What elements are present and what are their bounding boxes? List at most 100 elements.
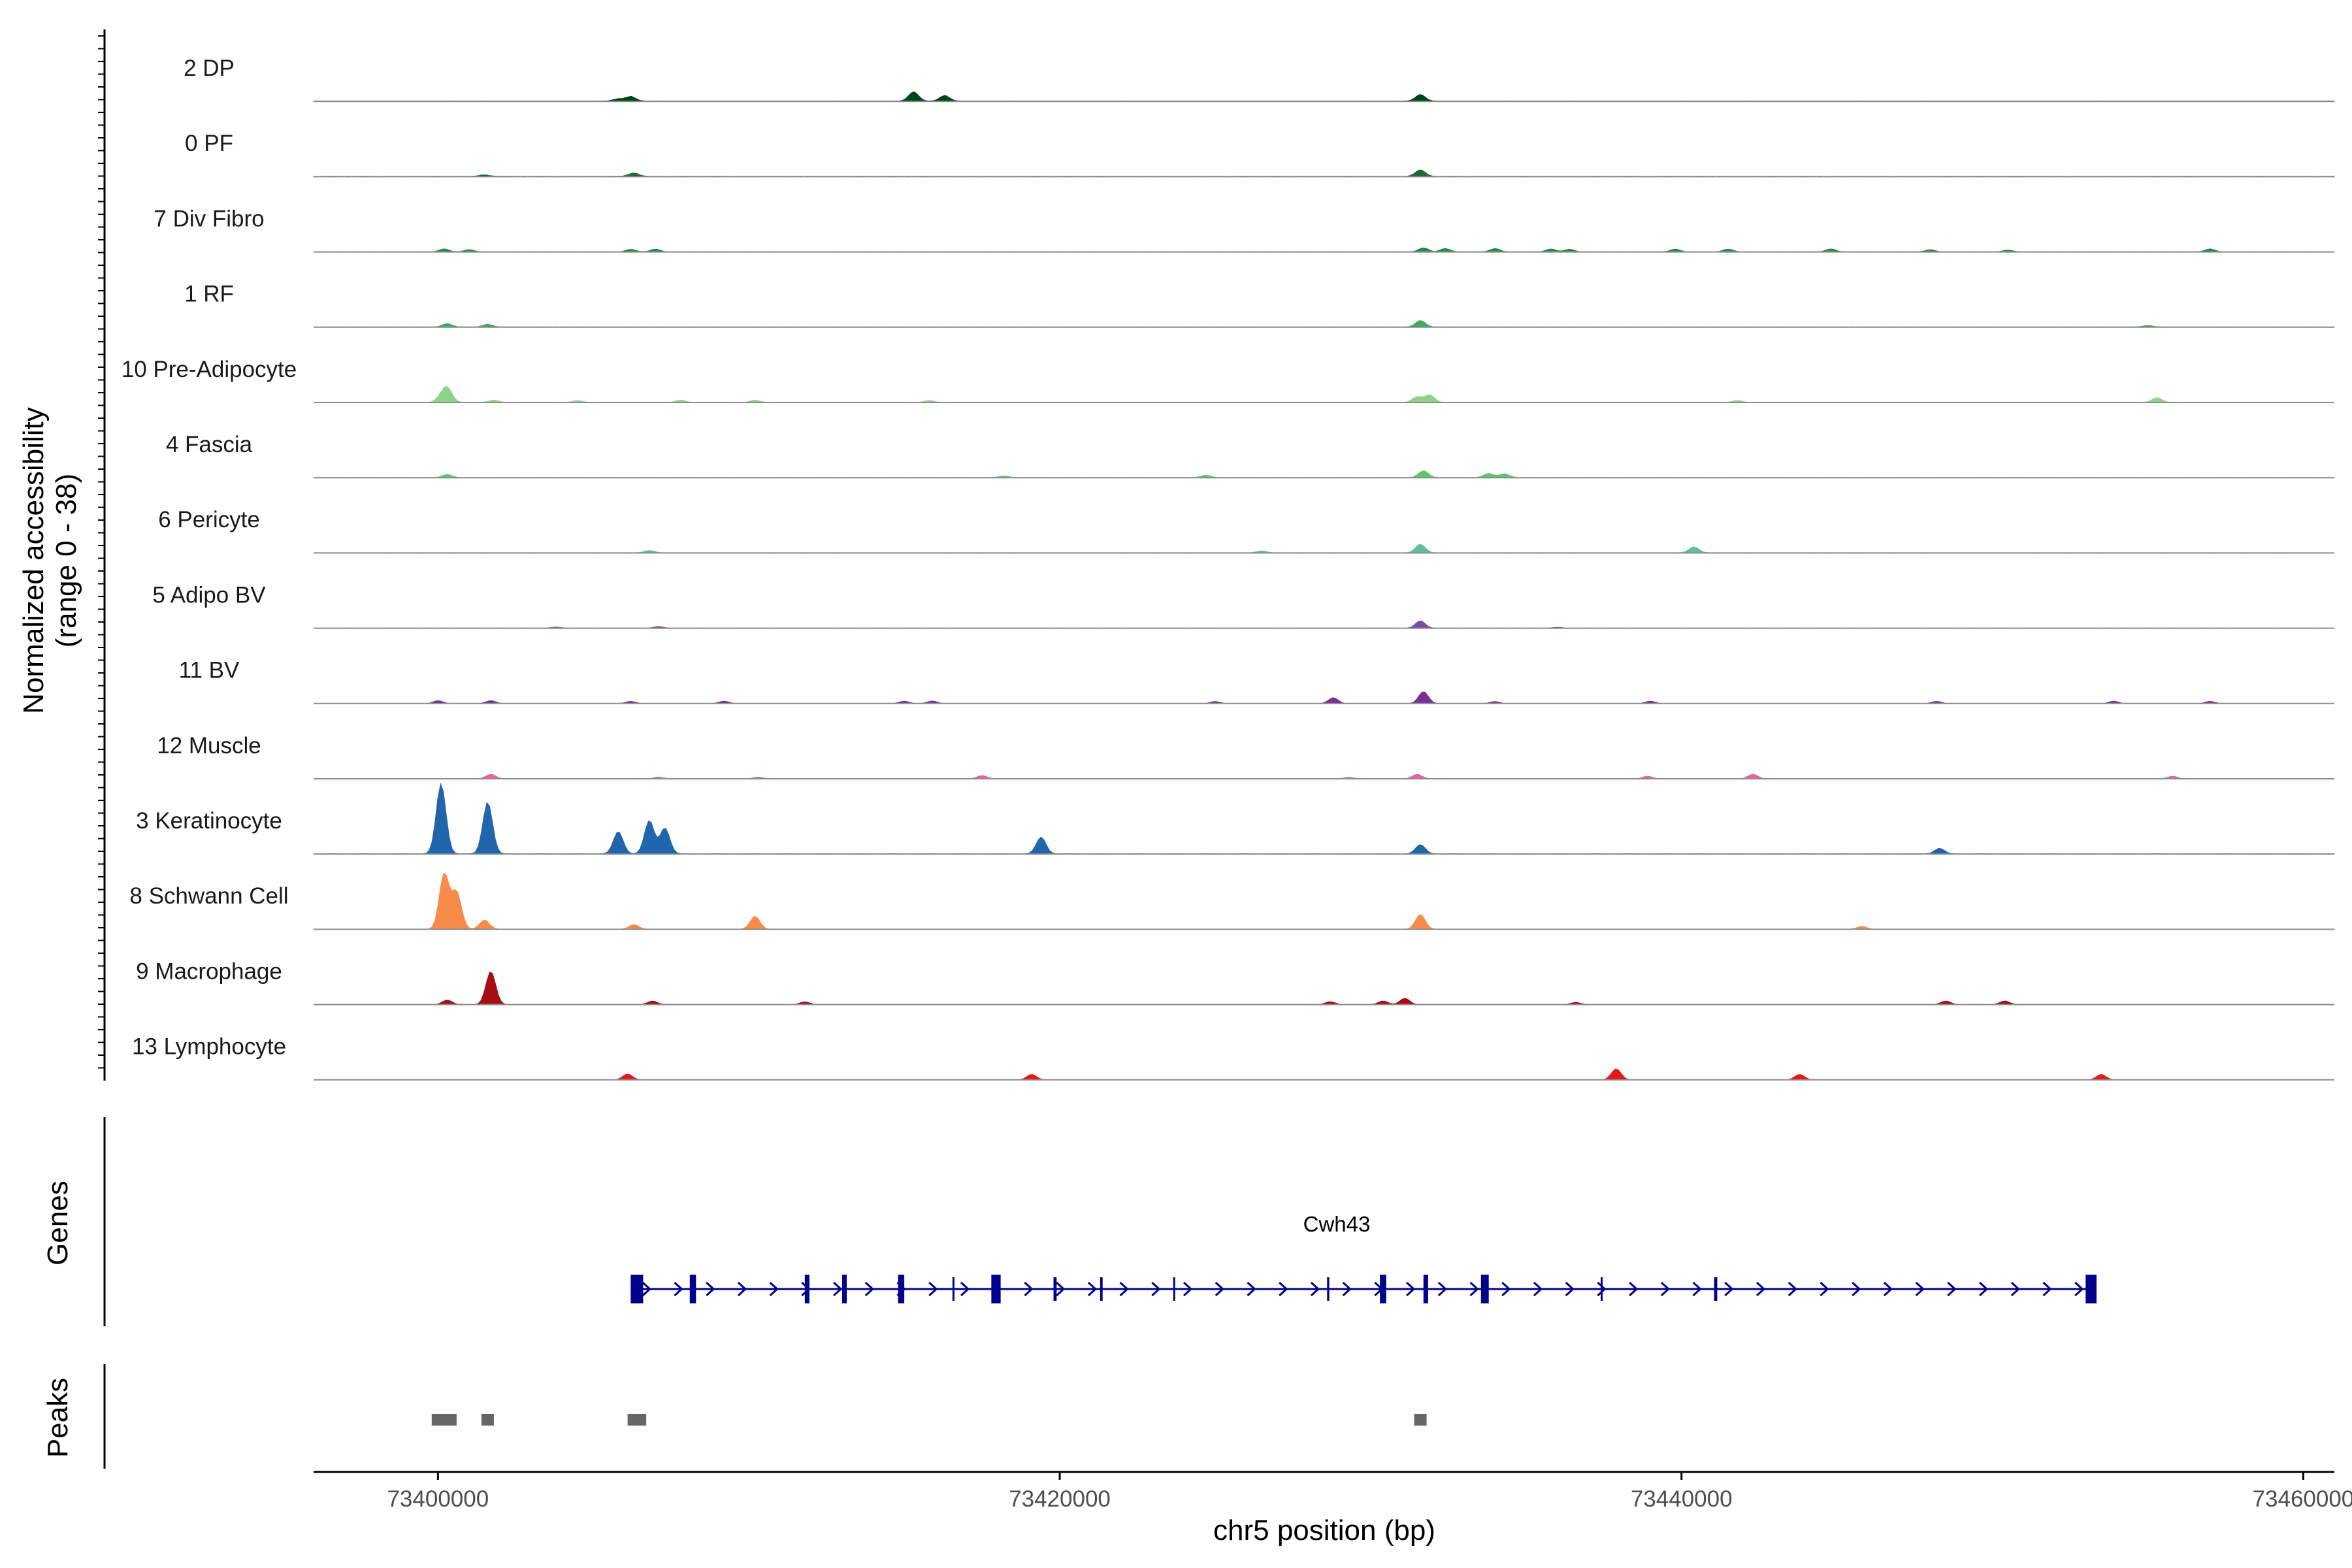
strand-arrow xyxy=(1151,1281,1161,1297)
gene-exon xyxy=(1173,1277,1175,1301)
coverage-area xyxy=(314,972,2334,1005)
gene-exon xyxy=(952,1277,955,1301)
coverage-area xyxy=(313,91,2335,102)
gene-exon xyxy=(1714,1277,1718,1301)
strand-arrow xyxy=(706,1281,715,1297)
coverage-area xyxy=(313,872,2335,930)
strand-arrow xyxy=(1406,1281,1416,1297)
coverage-area xyxy=(313,320,2335,328)
track-11: 3 Keratinocyte xyxy=(136,782,2335,855)
coverage-area xyxy=(314,774,2334,779)
x-axis-title: chr5 position (bp) xyxy=(1213,1514,1435,1546)
strand-arrow xyxy=(1087,1281,1098,1297)
track-9: 11 BV xyxy=(179,658,2334,704)
gene-exon xyxy=(898,1275,905,1303)
y-axis-label: Normalized accessibility xyxy=(18,407,50,713)
strand-arrow xyxy=(1469,1281,1479,1297)
peak-region xyxy=(431,1414,457,1426)
strand-arrow xyxy=(737,1281,747,1297)
strand-arrow xyxy=(1501,1281,1511,1297)
x-tick-label: 73420000 xyxy=(1009,1486,1111,1512)
gene-exon xyxy=(1053,1277,1057,1301)
track-label: 5 Adipo BV xyxy=(152,582,266,608)
x-axis-ticks: 73400000 73420000 73440000 73460000 xyxy=(387,1472,2352,1512)
track-label: 3 Keratinocyte xyxy=(136,808,282,834)
track-13: 9 Macrophage xyxy=(136,958,2334,1005)
coverage-area xyxy=(313,470,2335,478)
peak-region xyxy=(627,1414,647,1426)
track-7: 6 Pericyte xyxy=(158,507,2335,554)
track-5: 10 Pre-Adipocyte xyxy=(122,357,2335,403)
strand-arrow xyxy=(1660,1281,1671,1297)
strand-arrow xyxy=(1247,1281,1256,1297)
strand-arrow xyxy=(1437,1281,1448,1297)
gene-exon xyxy=(1100,1277,1103,1301)
y-axis-range-label: (range 0 - 38) xyxy=(50,474,82,648)
track-label: 8 Schwann Cell xyxy=(129,883,288,909)
x-tick-label: 73400000 xyxy=(387,1486,489,1512)
strand-arrow xyxy=(1024,1281,1034,1297)
strand-arrow xyxy=(1629,1281,1639,1297)
strand-arrow xyxy=(864,1281,875,1297)
strand-arrow xyxy=(1119,1281,1129,1297)
track-4: 1 RF xyxy=(184,282,2335,328)
gene-exon xyxy=(1327,1277,1330,1301)
track-1: 2 DP xyxy=(184,56,2335,103)
coverage-area xyxy=(313,620,2335,629)
strand-arrow xyxy=(1342,1281,1352,1297)
strand-arrow xyxy=(1056,1281,1066,1297)
peak-track xyxy=(431,1414,1427,1426)
coverage-y-axis-ticks xyxy=(98,35,105,1069)
track-label: 6 Pericyte xyxy=(158,507,260,532)
coverage-area xyxy=(314,691,2334,704)
strand-arrow xyxy=(2010,1281,2021,1297)
strand-arrow xyxy=(1979,1281,1989,1297)
strand-arrow xyxy=(769,1281,779,1297)
strand-arrow xyxy=(1724,1281,1734,1297)
track-label: 7 Div Fibro xyxy=(154,206,264,231)
strand-arrow xyxy=(1692,1281,1702,1297)
track-label: 9 Macrophage xyxy=(136,958,282,984)
track-10: 12 Muscle xyxy=(157,733,2334,779)
gene-exon xyxy=(1480,1275,1489,1303)
coverage-area xyxy=(313,544,2335,553)
coverage-area xyxy=(314,1068,2334,1081)
strand-arrow xyxy=(642,1281,651,1297)
track-label: 12 Muscle xyxy=(157,733,261,759)
strand-arrow xyxy=(1310,1281,1320,1297)
gene-name: Cwh43 xyxy=(1303,1212,1371,1236)
coverage-area xyxy=(313,385,2335,403)
peak-region xyxy=(1414,1414,1427,1426)
gene-exon xyxy=(689,1275,696,1303)
track-14: 13 Lymphocyte xyxy=(132,1034,2334,1081)
track-label: 2 DP xyxy=(184,56,235,81)
x-tick-label: 73460000 xyxy=(2253,1486,2352,1512)
strand-arrow xyxy=(928,1281,938,1297)
strand-arrow xyxy=(2074,1281,2084,1297)
track-label: 1 RF xyxy=(184,282,234,307)
strand-arrow xyxy=(833,1281,843,1297)
gene-exon xyxy=(1423,1275,1428,1303)
strand-arrow xyxy=(2042,1281,2052,1297)
track-label: 11 BV xyxy=(179,658,240,683)
strand-arrow xyxy=(1183,1281,1193,1297)
strand-arrow xyxy=(1852,1281,1861,1297)
gene-exon xyxy=(841,1275,847,1303)
x-tick-label: 73440000 xyxy=(1631,1486,1733,1512)
genes-panel-label: Genes xyxy=(42,1181,74,1266)
strand-arrow xyxy=(1915,1281,1925,1297)
strand-arrow xyxy=(1756,1281,1766,1297)
track-label: 10 Pre-Adipocyte xyxy=(122,357,297,382)
strand-arrow xyxy=(1533,1281,1543,1297)
track-12: 8 Schwann Cell xyxy=(129,872,2335,930)
strand-arrow xyxy=(1597,1281,1607,1297)
track-label: 13 Lymphocyte xyxy=(132,1034,286,1060)
y-axis-title: Normalized accessibility (range 0 - 38) xyxy=(18,407,82,713)
track-6: 4 Fascia xyxy=(166,432,2335,479)
track-label: 0 PF xyxy=(185,131,233,156)
gene-exon xyxy=(1380,1275,1386,1303)
strand-arrow xyxy=(1820,1281,1829,1297)
peak-region xyxy=(481,1414,494,1426)
strand-arrow xyxy=(1215,1281,1224,1297)
